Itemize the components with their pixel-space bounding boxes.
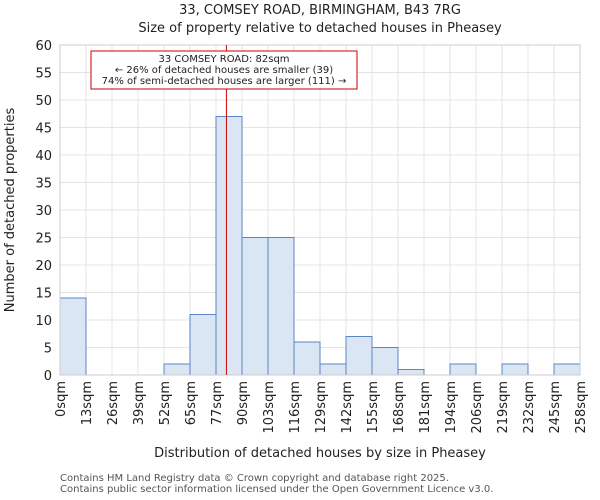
x-tick-label: 77sqm bbox=[210, 381, 225, 425]
x-tick-label: 103sqm bbox=[262, 381, 277, 434]
x-tick-label: 39sqm bbox=[132, 381, 147, 425]
x-tick-label: 65sqm bbox=[184, 381, 199, 425]
x-tick-label: 0sqm bbox=[54, 381, 69, 417]
bar-116sqm bbox=[293, 341, 321, 376]
bar-90sqm bbox=[241, 237, 269, 376]
footer-line-2: Contains public sector information licen… bbox=[60, 484, 494, 495]
y-tick-label: 35 bbox=[35, 177, 52, 192]
bar-52sqm bbox=[163, 363, 191, 376]
footer-line-1: Contains HM Land Registry data © Crown c… bbox=[60, 473, 449, 484]
bar-245sqm bbox=[553, 363, 581, 376]
x-tick-label: 142sqm bbox=[340, 381, 355, 434]
bar-129sqm bbox=[319, 363, 347, 376]
x-tick-label: 206sqm bbox=[470, 381, 485, 434]
annotation-line-1: 33 COMSEY ROAD: 82sqm bbox=[158, 54, 289, 65]
bar-77sqm bbox=[215, 116, 243, 376]
x-axis-ticks: 0sqm 13sqm 26sqm 39sqm 52sqm 65sqm 77sqm 90sqm 1… bbox=[54, 381, 589, 434]
y-tick-label: 20 bbox=[35, 259, 52, 274]
x-tick-label: 90sqm bbox=[236, 381, 251, 425]
bar-0sqm bbox=[59, 297, 87, 376]
y-tick-label: 25 bbox=[35, 232, 52, 247]
y-tick-label: 45 bbox=[35, 122, 52, 137]
chart-title-line1: 33, COMSEY ROAD, BIRMINGHAM, B43 7RG bbox=[179, 3, 461, 18]
x-tick-label: 232sqm bbox=[522, 381, 537, 434]
bar-65sqm bbox=[189, 314, 217, 376]
bar-194sqm bbox=[449, 363, 477, 376]
y-axis-ticks: 0 5 10 15 20 25 30 35 40 45 50 55 60 bbox=[35, 39, 52, 384]
annotation-line-2: ← 26% of detached houses are smaller (39… bbox=[115, 65, 333, 76]
x-axis-label: Distribution of detached houses by size … bbox=[154, 446, 486, 461]
bar-142sqm bbox=[345, 336, 373, 376]
y-axis-label: Number of detached properties bbox=[3, 108, 18, 313]
x-tick-label: 219sqm bbox=[496, 381, 511, 434]
x-tick-label: 26sqm bbox=[106, 381, 121, 425]
bar-155sqm bbox=[371, 347, 399, 376]
annotation-box bbox=[90, 50, 358, 90]
y-tick-label: 40 bbox=[35, 149, 52, 164]
bars-group bbox=[59, 116, 581, 376]
y-tick-label: 50 bbox=[35, 94, 52, 109]
y-tick-label: 55 bbox=[35, 67, 52, 82]
x-tick-label: 258sqm bbox=[574, 381, 589, 434]
x-tick-label: 116sqm bbox=[288, 381, 303, 434]
histogram-chart: 33, COMSEY ROAD, BIRMINGHAM, B43 7RG Siz… bbox=[3, 3, 589, 461]
y-tick-label: 10 bbox=[35, 314, 52, 329]
plot-frame bbox=[59, 44, 581, 376]
annotation-line-3: 74% of semi-detached houses are larger (… bbox=[102, 76, 347, 87]
y-tick-label: 0 bbox=[44, 369, 52, 384]
bar-168sqm bbox=[397, 369, 425, 376]
x-tick-label: 13sqm bbox=[80, 381, 95, 425]
x-tick-label: 52sqm bbox=[158, 381, 173, 425]
bar-219sqm bbox=[501, 363, 529, 376]
y-tick-label: 5 bbox=[44, 342, 52, 357]
y-tick-label: 15 bbox=[35, 287, 52, 302]
bar-103sqm bbox=[267, 237, 295, 376]
y-tick-label: 60 bbox=[35, 39, 52, 54]
y-tick-label: 30 bbox=[35, 204, 52, 219]
x-tick-label: 155sqm bbox=[366, 381, 381, 434]
x-tick-label: 168sqm bbox=[392, 381, 407, 434]
x-tick-label: 129sqm bbox=[314, 381, 329, 434]
chart-title-line2: Size of property relative to detached ho… bbox=[138, 21, 502, 36]
x-tick-label: 181sqm bbox=[418, 381, 433, 434]
grid-lines bbox=[59, 44, 581, 376]
x-tick-label: 245sqm bbox=[548, 381, 563, 434]
x-tick-label: 194sqm bbox=[444, 381, 459, 434]
